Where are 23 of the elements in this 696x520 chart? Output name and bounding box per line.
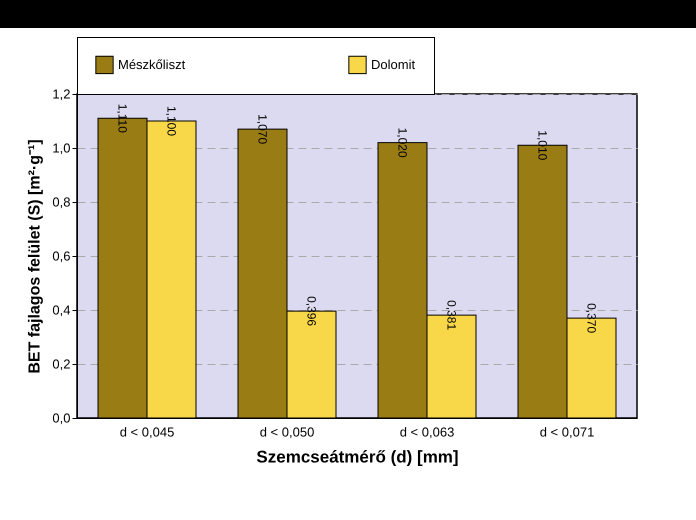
data-label: 1,010	[536, 130, 550, 161]
x-tick-label: d < 0,063	[400, 424, 454, 440]
y-tick-label: 1,2	[52, 86, 70, 102]
data-label: 0,381	[444, 300, 458, 330]
y-tick-label: 0,6	[52, 248, 70, 264]
y-tick-label: 0,0	[52, 410, 70, 426]
legend-label: Dolomit	[371, 56, 416, 72]
data-label: 1,100	[164, 106, 178, 136]
x-tick-label: d < 0,045	[120, 424, 174, 440]
x-tick-label: d < 0,050	[260, 424, 314, 440]
y-tick-label: 0,2	[52, 356, 70, 372]
data-label: 0,396	[304, 296, 318, 326]
y-axis-title: BET fajlagos felület (S) [m²·g⁻¹]	[26, 139, 44, 374]
data-label: 1,070	[256, 114, 270, 144]
data-label: 1,020	[396, 128, 410, 158]
legend-label: Mészkőliszt	[118, 56, 186, 72]
data-label: 1,110	[116, 104, 130, 134]
x-axis-title: Szemcseátmérő (d) [mm]	[256, 448, 459, 466]
y-tick-label: 1,0	[52, 140, 70, 156]
data-label: 0,370	[584, 303, 598, 334]
y-tick-label: 0,4	[52, 302, 70, 318]
x-tick-label: d < 0,071	[540, 424, 594, 440]
y-tick-label: 0,8	[52, 194, 70, 210]
